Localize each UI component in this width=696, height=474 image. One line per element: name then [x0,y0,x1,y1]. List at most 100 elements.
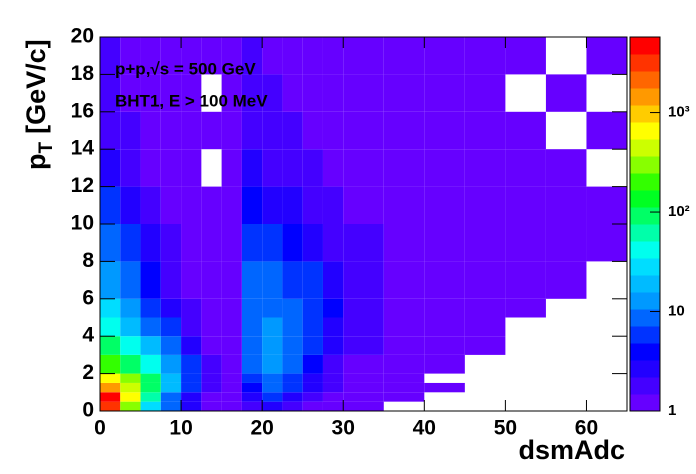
heatmap-cell [221,373,242,383]
heatmap-cell [586,37,627,75]
heatmap-cell [343,298,384,318]
heatmap-cell [464,261,506,299]
colorbar-step [630,241,660,259]
heatmap-cell [241,382,263,393]
colorbar-step [630,377,660,395]
heatmap-cell [322,373,344,383]
heatmap-cell [383,373,425,383]
heatmap-cell [221,354,242,374]
heatmap-cell [201,37,222,75]
heatmap-cell [262,392,283,402]
heatmap-cell [262,261,283,299]
heatmap-cell [343,336,384,355]
heatmap-cell [302,373,323,383]
colorbar-step [630,156,660,174]
heatmap-cell [545,224,587,262]
heatmap-cell [201,224,222,262]
heatmap-cell [221,317,242,337]
heatmap-cell [322,186,344,224]
x-tick-label: 20 [250,417,273,440]
heatmap-cell [505,261,546,299]
heatmap-cell [343,224,384,262]
heatmap-cell [262,149,283,187]
heatmap-cell [120,336,141,355]
heatmap-cell [221,149,242,187]
colorbar-tick-label: 10³ [668,104,690,121]
heatmap-cell [282,373,303,383]
heatmap-cell [201,186,222,224]
heatmap-cell [282,37,303,75]
heatmap-cell [383,392,425,402]
heatmap-cell [201,373,222,383]
heatmap-cell [221,336,242,355]
heatmap-cell [383,186,425,224]
heatmap-cell [140,74,161,112]
heatmap-cell [282,336,303,355]
heatmap-cell [160,186,182,224]
colorbar-step [630,275,660,293]
heatmap-cell [181,149,202,187]
heatmap-cell [120,149,141,187]
heatmap-cell [424,111,465,150]
heatmap-cell [464,186,506,224]
heatmap-cell [262,336,283,355]
heatmap-cell [100,149,121,187]
heatmap-cell [181,186,202,224]
heatmap-cell [221,261,242,299]
heatmap-cell [302,149,323,187]
heatmap-cell [100,317,121,337]
heatmap-cell [201,111,222,150]
heatmap-cell [262,74,283,112]
heatmap-cell [241,317,263,337]
heatmap-cell [221,111,242,150]
heatmap-cell [140,149,161,187]
heatmap-cell [160,373,182,383]
heatmap-cell [343,354,384,374]
heatmap-cell [322,401,344,411]
heatmap-cell [262,373,283,383]
heatmap-cell [100,224,121,262]
colorbar-tick-label: 1 [668,402,676,419]
colorbar-step [630,360,660,378]
heatmap-cell [160,382,182,393]
colorbar-step [630,71,660,89]
heatmap-cell [181,336,202,355]
heatmap-cell [221,392,242,402]
y-label-main: p [21,154,51,171]
heatmap-cell [464,37,506,75]
colorbar-step [630,88,660,106]
heatmap-cell [120,186,141,224]
y-tick-label: 4 [82,324,94,347]
heatmap-cell [221,401,242,411]
heatmap-cell [181,37,202,75]
heatmap-cell [181,261,202,299]
heatmap-cell [181,354,202,374]
colorbar-step [630,326,660,344]
heatmap-cell [181,392,202,402]
heatmap-cell [140,401,161,411]
heatmap-cell [181,111,202,150]
heatmap-cell [464,74,506,112]
heatmap-cell [140,373,161,383]
heatmap-cell [262,111,283,150]
heatmap-cell [120,261,141,299]
heatmap-cell [343,149,384,187]
heatmap-cell [241,261,263,299]
heatmap-cell [464,111,506,150]
heatmap-cell [302,224,323,262]
heatmap-cell [100,186,121,224]
heatmap-cell [181,401,202,411]
heatmap-cell [140,186,161,224]
heatmap-cell [383,317,425,337]
heatmap-cell [140,354,161,374]
heatmap-cell [160,392,182,402]
heatmap-cell [322,74,344,112]
heatmap-cell [160,261,182,299]
heatmap-cell [383,382,425,393]
heatmap-cell [241,37,263,75]
heatmap-cell [241,186,263,224]
heatmap-cell [241,298,263,318]
heatmap-cell [140,392,161,402]
colorbar-step [630,258,660,276]
colorbar-step [630,292,660,310]
